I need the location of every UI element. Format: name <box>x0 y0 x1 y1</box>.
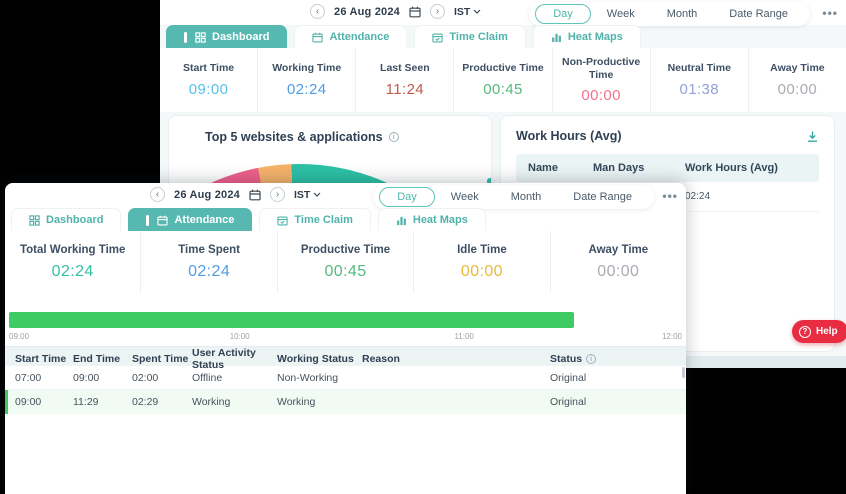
table-scrollbar[interactable] <box>682 367 685 378</box>
question-icon: ? <box>799 325 811 338</box>
top5-title: Top 5 websites & applications i <box>169 116 491 144</box>
stat-productive-time: Productive Time 00:45 <box>454 48 553 112</box>
calendar-icon[interactable] <box>409 6 421 18</box>
stat-productive-time: Productive Time 00:45 <box>277 231 415 293</box>
range-week[interactable]: Week <box>450 191 479 203</box>
chevron-down-icon <box>473 9 481 14</box>
more-options-icon[interactable]: ••• <box>662 189 678 203</box>
timezone-select[interactable]: IST <box>294 189 321 201</box>
calendar-check-icon <box>432 32 444 42</box>
prev-day-button[interactable]: ‹ <box>310 4 325 19</box>
tab-dashboard[interactable]: Dashboard <box>166 25 288 48</box>
grid-icon <box>29 214 40 226</box>
working-timeline-chart: 09:00 10:00 11:00 12:00 <box>5 293 686 345</box>
range-month[interactable]: Month <box>666 8 698 20</box>
tab-attendance[interactable]: Attendance <box>294 25 408 48</box>
range-day[interactable]: Day <box>379 187 435 207</box>
more-options-icon[interactable]: ••• <box>822 6 838 20</box>
range-date-range[interactable]: Date Range <box>573 191 632 203</box>
tab-time-claim[interactable]: Time Claim <box>414 25 526 48</box>
download-icon[interactable] <box>806 130 819 143</box>
work-hours-table-header: Name Man Days Work Hours (Avg) <box>516 154 819 182</box>
stat-away-time: Away Time 00:00 <box>550 231 686 293</box>
stat-last-seen: Last Seen 11:24 <box>356 48 455 112</box>
bg-date-nav: ‹ 26 Aug 2024 › IST <box>310 4 481 19</box>
next-day-button[interactable]: › <box>430 4 445 19</box>
stat-time-spent: Time Spent 02:24 <box>141 231 278 293</box>
calendar-icon[interactable] <box>249 189 261 201</box>
grid-icon <box>195 31 206 43</box>
stat-start-time: Start Time 09:00 <box>160 48 259 112</box>
range-week[interactable]: Week <box>606 8 635 20</box>
calendar-check-icon <box>277 215 289 225</box>
tab-dashboard[interactable]: Dashboard <box>11 208 122 231</box>
attendance-table: Start Time End Time Spent Time User Acti… <box>5 346 686 414</box>
range-month[interactable]: Month <box>510 191 542 203</box>
help-button[interactable]: ? Help <box>792 320 846 343</box>
bg-topbar: ‹ 26 Aug 2024 › IST Day Week Month Date … <box>160 0 846 26</box>
stat-total-working-time: Total Working Time 02:24 <box>5 231 142 293</box>
table-row[interactable]: 07:00 09:00 02:00 Offline Non-Working Or… <box>5 366 686 390</box>
range-date-range[interactable]: Date Range <box>729 8 788 20</box>
date-label[interactable]: 26 Aug 2024 <box>174 188 240 201</box>
calendar-icon <box>157 215 169 225</box>
active-tab-indicator <box>184 31 187 43</box>
legend-chip <box>487 178 491 187</box>
table-header: Start Time End Time Spent Time User Acti… <box>5 346 686 371</box>
bg-range-switcher: Day Week Month Date Range <box>529 2 810 26</box>
fg-tabstrip: Dashboard Attendance Time Claim Heat Map… <box>11 208 486 231</box>
bar-chart-icon <box>396 216 406 225</box>
stat-non-productive-time: Non-Productive Time 00:00 <box>552 48 651 112</box>
stat-idle-time: Idle Time 00:00 <box>414 231 551 293</box>
fg-topbar: ‹ 26 Aug 2024 › IST Day Week Month Date … <box>5 183 686 209</box>
table-row[interactable]: 09:00 11:29 02:29 Working Working Origin… <box>5 390 686 414</box>
date-label[interactable]: 26 Aug 2024 <box>334 5 400 18</box>
stat-working-time: Working Time 02:24 <box>258 48 357 112</box>
active-tab-indicator <box>146 214 150 226</box>
info-icon[interactable]: i <box>586 354 597 364</box>
bar-chart-icon <box>551 33 561 42</box>
tab-heat-maps[interactable]: Heat Maps <box>377 208 486 231</box>
fg-range-switcher: Day Week Month Date Range <box>373 185 654 209</box>
stat-away-time: Away Time 00:00 <box>748 48 846 112</box>
stat-neutral-time: Neutral Time 01:38 <box>650 48 749 112</box>
prev-day-button[interactable]: ‹ <box>150 187 165 202</box>
range-day[interactable]: Day <box>535 4 591 24</box>
calendar-icon <box>312 32 324 42</box>
work-hours-title: Work Hours (Avg) <box>516 129 622 143</box>
tab-heat-maps[interactable]: Heat Maps <box>532 25 641 48</box>
next-day-button[interactable]: › <box>270 187 285 202</box>
attendance-window: ‹ 26 Aug 2024 › IST Day Week Month Date … <box>5 183 686 494</box>
chevron-down-icon <box>313 192 321 197</box>
fg-stats-row: Total Working Time 02:24 Time Spent 02:2… <box>5 231 686 293</box>
bg-tabstrip: Dashboard Attendance Time Claim Heat Map… <box>166 25 641 48</box>
timezone-select[interactable]: IST <box>454 6 481 18</box>
fg-date-nav: ‹ 26 Aug 2024 › IST <box>150 187 321 202</box>
bg-stats-row: Start Time 09:00 Working Time 02:24 Last… <box>160 48 846 112</box>
info-icon[interactable]: i <box>388 132 399 142</box>
tab-time-claim[interactable]: Time Claim <box>259 208 371 231</box>
timeline-working-bar[interactable] <box>9 312 575 328</box>
timeline-axis: 09:00 10:00 11:00 12:00 <box>9 332 682 341</box>
tab-attendance[interactable]: Attendance <box>128 208 253 231</box>
